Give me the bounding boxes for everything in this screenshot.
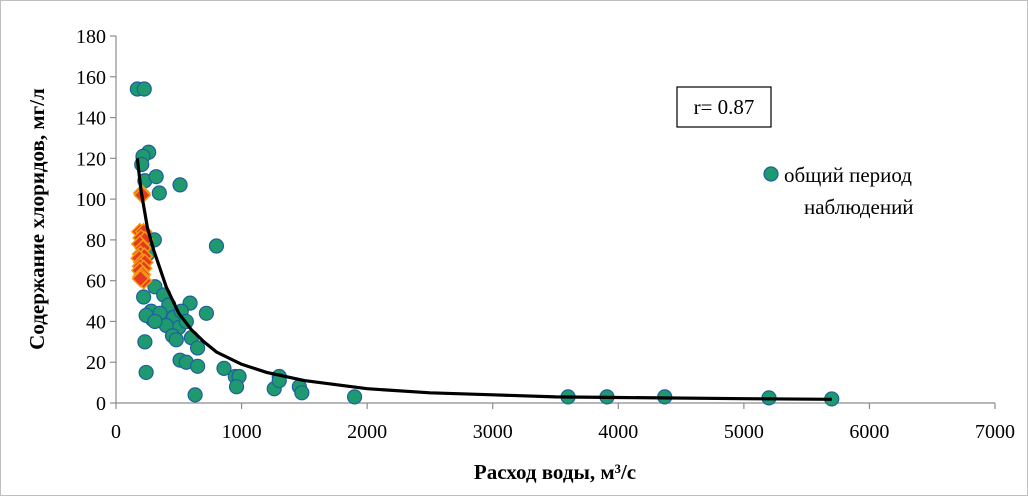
legend: общий период наблюдений [763, 163, 914, 219]
data-point-circle [151, 185, 167, 201]
data-point-circle [136, 81, 152, 97]
data-point-circle [190, 340, 206, 356]
r-annotation-box: r= 0.87 [676, 86, 772, 128]
data-point-circle [136, 289, 152, 305]
y-tick-label: 180 [76, 26, 106, 48]
data-point-circle [148, 169, 164, 185]
y-tick-label: 100 [76, 189, 106, 211]
x-axis-title: Расход воды, м³/с [474, 460, 636, 484]
axes [115, 36, 995, 404]
legend-marker [763, 166, 779, 182]
x-tick-label: 2000 [347, 421, 387, 443]
data-point-circle [198, 305, 215, 321]
data-point-circle [168, 332, 184, 348]
x-ticks: 0 1000 2000 3000 4000 5000 6000 7000 [111, 403, 1015, 443]
x-tick-label: 1000 [222, 421, 262, 443]
x-tick-label: 0 [111, 421, 121, 443]
y-tick-label: 0 [96, 393, 106, 415]
data-point-diamond [131, 269, 150, 288]
x-tick-label: 6000 [849, 421, 889, 443]
r-annotation: r= 0.87 [694, 95, 755, 119]
x-tick-label: 7000 [975, 421, 1015, 443]
data-point-circle [147, 313, 163, 330]
legend-label-line1: общий период [784, 163, 912, 187]
y-tick-label: 40 [86, 311, 106, 333]
y-ticks: 0 20 40 60 80 100 120 140 160 180 [76, 26, 116, 415]
y-tick-label: 120 [76, 148, 106, 170]
y-tick-label: 140 [76, 108, 106, 130]
data-point-circle [138, 364, 154, 381]
data-point-circle [346, 389, 363, 405]
data-point-circle [190, 358, 206, 374]
x-tick-label: 3000 [473, 421, 513, 443]
x-tick-label: 5000 [724, 421, 764, 443]
y-tick-label: 80 [86, 230, 106, 252]
legend-label-line2: наблюдений [804, 195, 914, 219]
data-point-circle [208, 238, 225, 254]
r-annotation-border [676, 86, 772, 128]
y-tick-label: 60 [86, 271, 106, 293]
x-tick-label: 4000 [598, 421, 638, 443]
data-point-circle [172, 177, 188, 193]
trend-line [135, 158, 832, 401]
y-tick-label: 20 [86, 352, 106, 374]
data-point-circle [137, 334, 153, 350]
data-point-circle [228, 379, 245, 395]
data-points [129, 81, 840, 407]
data-point-circle [216, 360, 232, 376]
y-tick-label: 160 [76, 67, 106, 89]
data-point-circle [294, 385, 310, 401]
y-axis-title: Содержание хлоридов, мг/л [25, 88, 49, 350]
data-point-circle [187, 387, 203, 403]
